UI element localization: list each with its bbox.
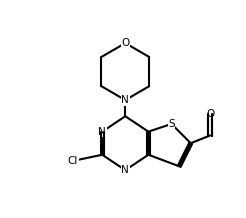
Text: N: N <box>98 127 106 137</box>
Text: N: N <box>122 95 129 105</box>
Text: N: N <box>122 165 129 175</box>
Text: Cl: Cl <box>68 156 78 166</box>
Text: O: O <box>206 109 214 119</box>
Text: O: O <box>121 38 129 48</box>
Text: S: S <box>168 119 175 129</box>
